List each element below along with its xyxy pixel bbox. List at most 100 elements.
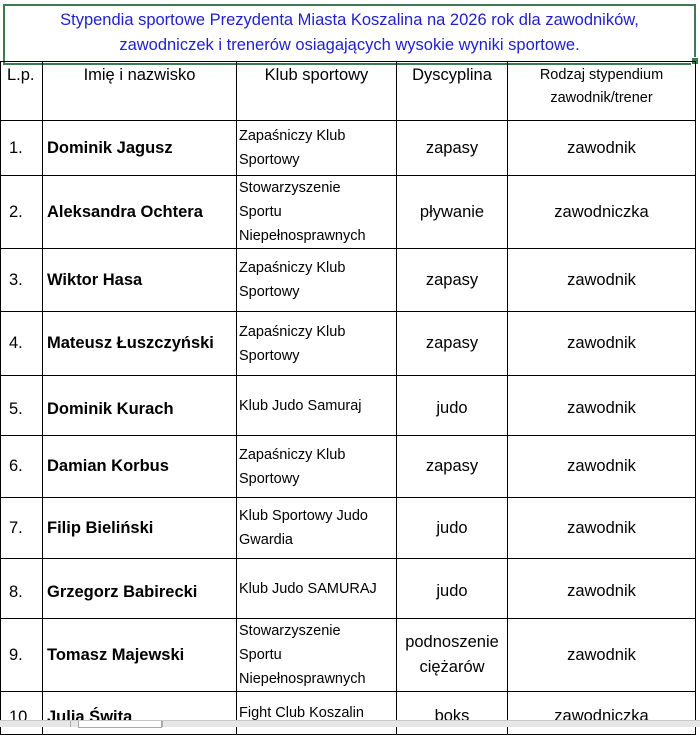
cell-lp[interactable]: 1. bbox=[0, 120, 43, 176]
header-row: L.p. Imię i nazwisko Klub sportowy Dyscy… bbox=[0, 61, 696, 121]
header-discipline[interactable]: Dyscyplina bbox=[396, 61, 508, 121]
header-club-text: Klub sportowy bbox=[264, 66, 369, 84]
discipline-line: judo bbox=[436, 582, 468, 600]
cell-club[interactable]: Klub Judo SAMURAJ bbox=[236, 558, 397, 619]
club-line: Stowarzyszenie bbox=[239, 180, 341, 196]
discipline-line: zapasy bbox=[425, 138, 479, 157]
cell-club[interactable]: Klub Judo Samuraj bbox=[236, 375, 397, 436]
header-name-text: Imię i nazwisko bbox=[83, 66, 196, 84]
cell-club[interactable]: Zapaśniczy Klub Sportowy bbox=[236, 435, 397, 498]
cell-lp[interactable]: 8. bbox=[0, 558, 43, 619]
discipline-line: zapasy bbox=[425, 334, 479, 352]
cell-name[interactable]: Filip Bieliński bbox=[42, 497, 237, 559]
club-line: Niepełnosprawnych bbox=[239, 671, 366, 687]
cell-club[interactable]: Zapaśniczy Klub Sportowy bbox=[236, 248, 397, 312]
cell-lp[interactable]: 2. bbox=[0, 175, 43, 249]
club-line: Sportowy bbox=[239, 284, 300, 300]
cell-type[interactable]: zawodnik bbox=[507, 311, 696, 376]
cell-discipline[interactable]: zapasy bbox=[396, 435, 508, 498]
cell-lp[interactable]: 7. bbox=[0, 497, 43, 559]
cell-name[interactable]: Dominik Jagusz bbox=[42, 120, 237, 176]
cell-type[interactable]: zawodnik bbox=[507, 558, 696, 619]
cell-type[interactable]: zawodnik bbox=[507, 497, 696, 559]
discipline-line: zapasy bbox=[425, 457, 479, 475]
header-type[interactable]: Rodzaj stypendium zawodnik/trener bbox=[507, 61, 696, 121]
cell-name[interactable]: Aleksandra Ochtera bbox=[42, 175, 237, 249]
cell-club[interactable]: Stowarzyszenie Sportu Niepełnosprawnych bbox=[236, 618, 397, 692]
sheet-tab-active[interactable] bbox=[78, 721, 162, 728]
cell-name[interactable]: Julia Świta bbox=[42, 691, 237, 735]
cell-club[interactable]: Klub Sportowy Judo Gwardia bbox=[236, 497, 397, 559]
table-row: 2. Aleksandra Ochtera Stowarzyszenie Sportu… bbox=[0, 175, 696, 249]
cell-discipline[interactable]: judo bbox=[396, 375, 508, 436]
club-line: Zapaśniczy Klub bbox=[239, 323, 346, 340]
club-line: Sportowy bbox=[239, 347, 300, 364]
club-line: Klub Judo SAMURAJ bbox=[239, 580, 377, 597]
cell-discipline[interactable]: judo bbox=[396, 558, 508, 619]
cell-lp[interactable]: 9. bbox=[0, 618, 43, 692]
cell-club[interactable]: Zapaśniczy Klub Sportowy bbox=[236, 120, 397, 176]
title-line-1: Stypendia sportowe Prezydenta Miasta Kos… bbox=[60, 11, 639, 29]
club-line: Sportowy bbox=[239, 470, 300, 487]
cell-type[interactable]: zawodnik bbox=[507, 435, 696, 498]
cell-name[interactable]: Grzegorz Babirecki bbox=[42, 558, 237, 619]
cell-discipline[interactable]: judo bbox=[396, 497, 508, 559]
cell-discipline[interactable]: pływanie bbox=[396, 175, 508, 249]
cell-discipline[interactable]: zapasy bbox=[396, 248, 508, 312]
title-cell[interactable]: Stypendia sportowe Prezydenta Miasta Kos… bbox=[3, 4, 696, 65]
cell-name[interactable]: Wiktor Hasa bbox=[42, 248, 237, 312]
title-line-2: zawodniczek i trenerów osiagających wyso… bbox=[119, 36, 580, 54]
discipline-line: zapasy bbox=[425, 270, 479, 289]
club-line: Sportowy bbox=[239, 152, 300, 168]
club-line: Zapaśniczy Klub bbox=[239, 260, 346, 276]
discipline-line: pływanie bbox=[419, 202, 485, 221]
cell-club[interactable]: Stowarzyszenie Sportu Niepełnosprawnych bbox=[236, 175, 397, 249]
cell-type[interactable]: zawodnik bbox=[507, 375, 696, 436]
cell-discipline[interactable]: boks bbox=[396, 691, 508, 735]
header-lp[interactable]: L.p. bbox=[0, 61, 43, 121]
cell-club[interactable]: Fight Club Koszalin bbox=[236, 691, 397, 735]
cell-club[interactable]: Zapaśniczy Klub Sportowy bbox=[236, 311, 397, 376]
club-line: Stowarzyszenie bbox=[239, 623, 341, 639]
discipline-line: judo bbox=[436, 399, 468, 417]
discipline-line: judo bbox=[436, 518, 468, 537]
club-line: Fight Club Koszalin bbox=[239, 705, 364, 721]
header-type-line-1: Rodzaj stypendium bbox=[539, 67, 664, 83]
sheet-nav[interactable] bbox=[0, 721, 71, 727]
club-line: Zapaśniczy Klub bbox=[239, 446, 346, 463]
table-row: 6. Damian Korbus Zapaśniczy Klub Sportowy za… bbox=[0, 435, 696, 498]
table-row: 1. Dominik Jagusz Zapaśniczy Klub Sportowy z… bbox=[0, 120, 696, 176]
cell-discipline[interactable]: zapasy bbox=[396, 120, 508, 176]
cell-type[interactable]: zawodnik bbox=[507, 120, 696, 176]
header-club[interactable]: Klub sportowy bbox=[236, 61, 397, 121]
cell-lp[interactable]: 6. bbox=[0, 435, 43, 498]
cell-lp[interactable]: 10. bbox=[0, 691, 43, 735]
cell-type[interactable]: zawodnik bbox=[507, 618, 696, 692]
table-row: 5. Dominik Kurach Klub Judo Samuraj judo zaw… bbox=[0, 375, 696, 436]
cell-lp[interactable]: 5. bbox=[0, 375, 43, 436]
cell-type[interactable]: zawodniczka bbox=[507, 175, 696, 249]
cell-name[interactable]: Mateusz Łuszczyński bbox=[42, 311, 237, 376]
club-line: Niepełnosprawnych bbox=[239, 228, 366, 244]
cell-lp[interactable]: 3. bbox=[0, 248, 43, 312]
table-row: 10. Julia Świta Fight Club Koszalin boks zaw… bbox=[0, 691, 696, 735]
table-row: 7. Filip Bieliński Klub Sportowy Judo Gward… bbox=[0, 497, 696, 559]
cell-lp[interactable]: 4. bbox=[0, 311, 43, 376]
club-line: Zapaśniczy Klub bbox=[239, 128, 346, 144]
cell-name[interactable]: Tomasz Majewski bbox=[42, 618, 237, 692]
cell-name[interactable]: Dominik Kurach bbox=[42, 375, 237, 436]
page-break-line bbox=[695, 64, 696, 720]
cell-type[interactable]: zawodniczka bbox=[507, 691, 696, 735]
discipline-line: ciężarów bbox=[419, 658, 485, 676]
club-line: Gwardia bbox=[239, 532, 293, 548]
header-name[interactable]: Imię i nazwisko bbox=[42, 61, 237, 121]
club-line: Sportu bbox=[239, 647, 282, 663]
club-line: Klub Judo Samuraj bbox=[239, 397, 362, 414]
table-row: 3. Wiktor Hasa Zapaśniczy Klub Sportowy zapa… bbox=[0, 248, 696, 312]
cell-type[interactable]: zawodnik bbox=[507, 248, 696, 312]
cell-name[interactable]: Damian Korbus bbox=[42, 435, 237, 498]
cell-discipline[interactable]: zapasy bbox=[396, 311, 508, 376]
cell-discipline[interactable]: podnoszenie ciężarów bbox=[396, 618, 508, 692]
header-type-line-2: zawodnik/trener bbox=[550, 90, 653, 106]
horizontal-scrollbar[interactable] bbox=[162, 721, 698, 727]
